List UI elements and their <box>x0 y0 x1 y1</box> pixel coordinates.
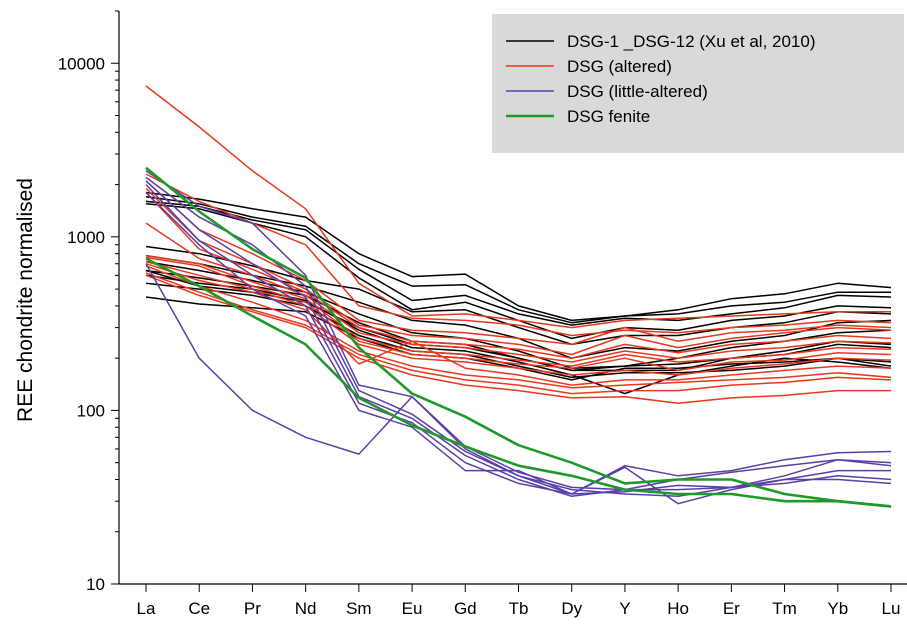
series-group <box>145 166 892 508</box>
series-line <box>145 180 892 346</box>
series-line <box>145 265 892 389</box>
series-line <box>145 200 892 326</box>
series-line <box>145 274 891 404</box>
x-tick-label: Sm <box>346 599 372 618</box>
x-tick-label: Er <box>723 599 740 618</box>
series-line <box>145 191 892 359</box>
y-axis-ticks: 10 100 1000 10000 <box>58 10 119 594</box>
series-line <box>145 260 892 376</box>
series-line <box>145 173 892 337</box>
x-tick-label: Yb <box>827 599 848 618</box>
series-line <box>145 245 892 346</box>
series-line <box>145 180 892 498</box>
y-axis-label: REE chondrite normalised <box>14 178 37 422</box>
x-tick-label: Pr <box>244 599 261 618</box>
x-tick-label: La <box>137 599 156 618</box>
y-tick-label: 10 <box>86 575 105 594</box>
series-line <box>145 166 892 508</box>
series-group <box>145 85 892 404</box>
x-tick-label: Y <box>619 599 630 618</box>
data-lines <box>145 85 892 508</box>
x-tick-label: Tm <box>772 599 797 618</box>
series-line <box>145 196 891 324</box>
legend: DSG-1 _DSG-12 (Xu et al, 2010) DSG (alter… <box>492 14 904 153</box>
x-tick-label: Lu <box>882 599 901 618</box>
series-line <box>145 191 892 322</box>
y-tick-label: 100 <box>77 401 105 420</box>
series-line <box>145 187 892 356</box>
x-tick-label: Ce <box>188 599 210 618</box>
x-tick-label: Eu <box>402 599 423 618</box>
legend-label: DSG (altered) <box>567 57 672 76</box>
series-line <box>145 254 892 367</box>
x-tick-label: Nd <box>295 599 317 618</box>
x-tick-label: Ho <box>667 599 689 618</box>
y-tick-label: 1000 <box>67 228 105 247</box>
legend-box <box>492 14 904 153</box>
legend-label: DSG-1 _DSG-12 (Xu et al, 2010) <box>567 32 816 51</box>
series-line <box>145 272 892 395</box>
series-line <box>145 263 892 491</box>
x-tick-label: Dy <box>561 599 582 618</box>
legend-label: DSG (little-altered) <box>567 82 708 101</box>
x-tick-label: Tb <box>509 599 529 618</box>
axes <box>118 11 907 585</box>
series-line <box>145 191 892 505</box>
series-line <box>145 257 892 508</box>
x-axis-ticks: La Ce Pr Nd Sm Eu Gd Tb Dy Y Ho Er Tm Yb Lu <box>137 584 901 618</box>
y-tick-label: 10000 <box>58 54 105 73</box>
series-line <box>145 256 892 372</box>
legend-label: DSG fenite <box>567 107 650 126</box>
series-line <box>145 222 892 363</box>
x-tick-label: Gd <box>454 599 477 618</box>
series-line <box>145 260 892 369</box>
series-line <box>145 85 891 329</box>
series-line <box>145 184 892 495</box>
